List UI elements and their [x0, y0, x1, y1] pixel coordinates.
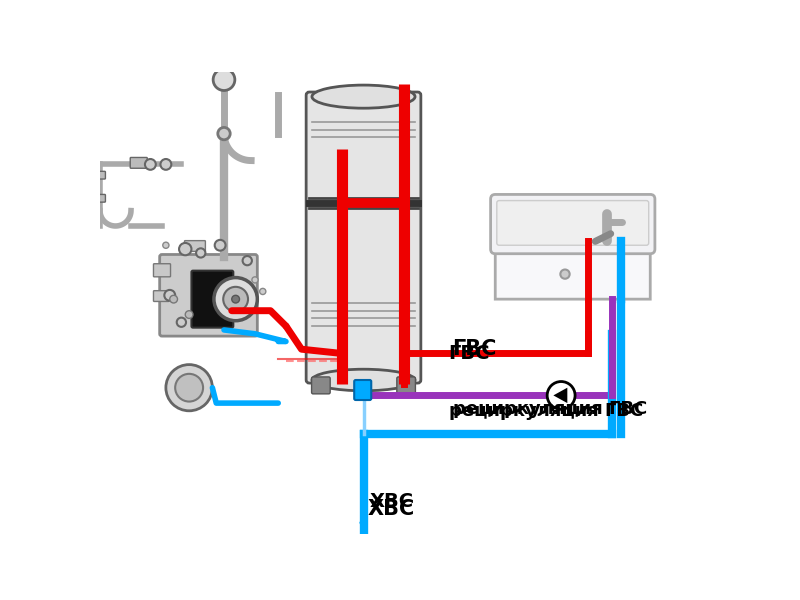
Circle shape	[242, 256, 252, 265]
Text: ГВС: ГВС	[449, 344, 490, 363]
FancyBboxPatch shape	[306, 92, 421, 383]
Circle shape	[260, 289, 266, 295]
Text: ХВС: ХВС	[370, 491, 414, 511]
FancyBboxPatch shape	[160, 254, 258, 336]
FancyBboxPatch shape	[185, 241, 206, 251]
Circle shape	[162, 242, 169, 248]
Circle shape	[166, 365, 212, 411]
FancyBboxPatch shape	[130, 157, 147, 168]
Circle shape	[223, 287, 248, 311]
Text: рециркуляция ГВС: рециркуляция ГВС	[453, 400, 647, 418]
Text: рециркуляция ГВС: рециркуляция ГВС	[449, 401, 643, 419]
FancyBboxPatch shape	[94, 172, 106, 179]
Text: ХВС: ХВС	[367, 499, 414, 520]
Circle shape	[214, 240, 226, 251]
Circle shape	[170, 295, 178, 303]
Circle shape	[252, 277, 258, 283]
FancyBboxPatch shape	[94, 194, 106, 202]
Circle shape	[218, 127, 230, 140]
Circle shape	[164, 290, 175, 301]
Circle shape	[547, 382, 575, 409]
Circle shape	[232, 295, 239, 303]
Circle shape	[177, 317, 186, 327]
Circle shape	[213, 69, 235, 91]
Circle shape	[179, 243, 191, 255]
FancyBboxPatch shape	[311, 377, 330, 394]
Text: ГВС: ГВС	[453, 339, 497, 359]
Circle shape	[161, 159, 171, 170]
Circle shape	[196, 248, 206, 257]
FancyBboxPatch shape	[191, 271, 234, 328]
Ellipse shape	[312, 85, 415, 108]
Circle shape	[145, 159, 156, 170]
Polygon shape	[554, 388, 567, 403]
FancyBboxPatch shape	[354, 380, 371, 400]
FancyBboxPatch shape	[154, 290, 169, 301]
Ellipse shape	[312, 369, 415, 391]
FancyBboxPatch shape	[497, 200, 649, 245]
FancyBboxPatch shape	[397, 377, 415, 394]
FancyBboxPatch shape	[154, 264, 170, 277]
Circle shape	[214, 278, 258, 321]
Circle shape	[186, 311, 193, 319]
FancyBboxPatch shape	[490, 194, 655, 254]
Circle shape	[560, 269, 570, 279]
Circle shape	[175, 374, 203, 401]
Polygon shape	[495, 214, 650, 299]
